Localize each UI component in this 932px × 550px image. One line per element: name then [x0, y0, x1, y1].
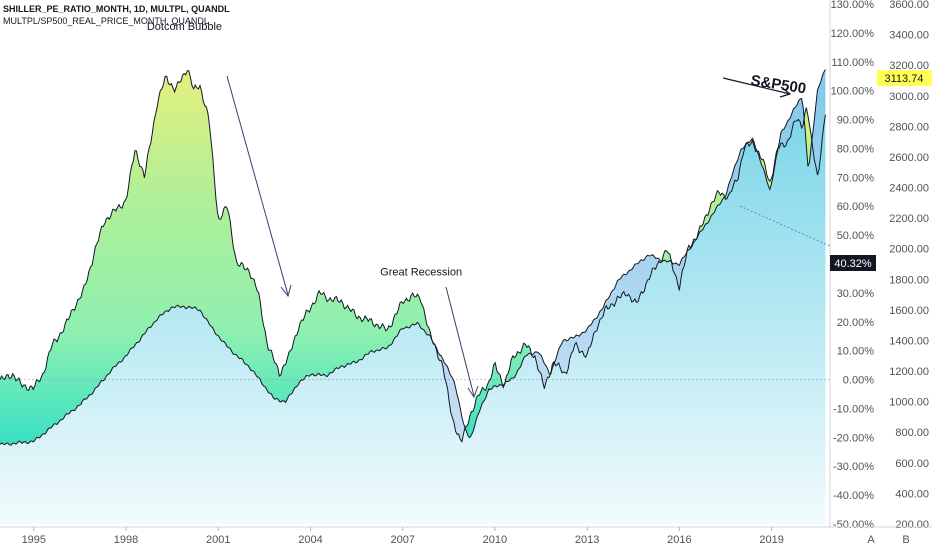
x-tick-label: 2001	[206, 534, 230, 546]
recession-arrow	[445, 286, 479, 399]
sp-area	[0, 69, 826, 524]
left-axis-tick-label: 0.00%	[843, 375, 874, 387]
sp-outperform-area	[0, 70, 826, 446]
scale-button-b-label: B	[902, 534, 909, 546]
right-axis-tick-label: 200.00	[895, 519, 929, 531]
right-axis-tick-label: 800.00	[895, 427, 929, 439]
right-axis-tick-label: 3200.00	[889, 60, 929, 72]
left-axis-tick-label: 20.00%	[837, 317, 875, 329]
x-tick-label: 2004	[298, 534, 322, 546]
right-axis-tick-label: 600.00	[895, 458, 929, 470]
left-axis-tick-label: 120.00%	[831, 28, 875, 40]
left-axis-tick-label: 90.00%	[837, 115, 875, 127]
right-axis-tick-label: 1600.00	[889, 305, 929, 317]
left-axis-tick-label: 70.00%	[837, 172, 875, 184]
right-axis-tick-label: 2200.00	[889, 213, 929, 225]
left-axis-tick-label: 50.00%	[837, 230, 875, 242]
price-badge: 3113.74	[877, 70, 932, 86]
left-axis-tick-label: 100.00%	[831, 86, 875, 98]
x-tick-label: 2010	[483, 534, 507, 546]
right-axis-tick-label: 1000.00	[889, 397, 929, 409]
dotcom-arrow	[226, 75, 292, 298]
right-axis-tick-label: 2800.00	[889, 121, 929, 133]
pe-badge-label: 40.32%	[834, 258, 872, 270]
scale-button-a-label: A	[867, 534, 875, 546]
right-axis-tick-label: 3400.00	[889, 30, 929, 42]
left-axis-tick-label: 30.00%	[837, 288, 875, 300]
x-tick-label: 2019	[759, 534, 783, 546]
legend: SHILLER_PE_RATIO_MONTH, 1D, MULTPL, QUAN…	[3, 3, 230, 27]
chart-annotation: Great Recession	[380, 267, 462, 279]
x-tick-label: 1998	[114, 534, 138, 546]
right-axis-tick-label: 1200.00	[889, 366, 929, 378]
left-axis-tick-label: 110.00%	[831, 57, 874, 69]
chart-annotation: Dotcom Bubble	[147, 21, 222, 33]
right-axis-tick-label: 3000.00	[889, 91, 929, 103]
left-axis-tick-label: 130.00%	[831, 0, 875, 11]
right-axis-tick-label: 400.00	[895, 488, 929, 500]
left-axis-tick-label: 10.00%	[837, 346, 875, 358]
left-axis-tick-label: -40.00%	[833, 490, 874, 502]
sp500-arrow	[722, 77, 792, 98]
left-axis-tick-label: -10.00%	[833, 403, 874, 415]
left-axis-tick-label: 80.00%	[837, 143, 875, 155]
scale-button-a[interactable]: A	[832, 530, 882, 548]
chart-annotation: S&P500	[749, 72, 807, 98]
legend-series-2[interactable]: MULTPL/SP500_REAL_PRICE_MONTH, QUANDL	[3, 16, 209, 26]
left-axis-tick-label: 60.00%	[837, 201, 875, 213]
left-axis-tick-label: -20.00%	[833, 432, 874, 444]
price-badge-label: 3113.74	[885, 73, 924, 85]
legend-series-1[interactable]: SHILLER_PE_RATIO_MONTH, 1D, MULTPL, QUAN…	[3, 4, 230, 14]
trend-dotted-line	[739, 205, 830, 247]
right-axis-tick-label: 1400.00	[889, 335, 929, 347]
left-axis-tick-label: -30.00%	[833, 461, 874, 473]
pe-badge: 40.32%	[830, 255, 876, 271]
right-axis-tick-label: 2400.00	[889, 183, 929, 195]
scale-button-b[interactable]: B	[884, 530, 930, 548]
pe-line	[0, 70, 826, 443]
sp-line	[0, 69, 826, 446]
x-tick-label: 1995	[22, 534, 46, 546]
x-tick-label: 2013	[575, 534, 599, 546]
right-axis-tick-label: 3600.00	[889, 0, 929, 11]
right-axis-tick-label: 2600.00	[889, 152, 929, 164]
right-axis-tick-label: 1800.00	[889, 274, 929, 286]
x-tick-label: 2016	[667, 534, 691, 546]
x-tick-label: 2007	[390, 534, 414, 546]
left-axis-tick-label: -50.00%	[833, 519, 874, 531]
right-axis-tick-label: 2000.00	[889, 244, 929, 256]
